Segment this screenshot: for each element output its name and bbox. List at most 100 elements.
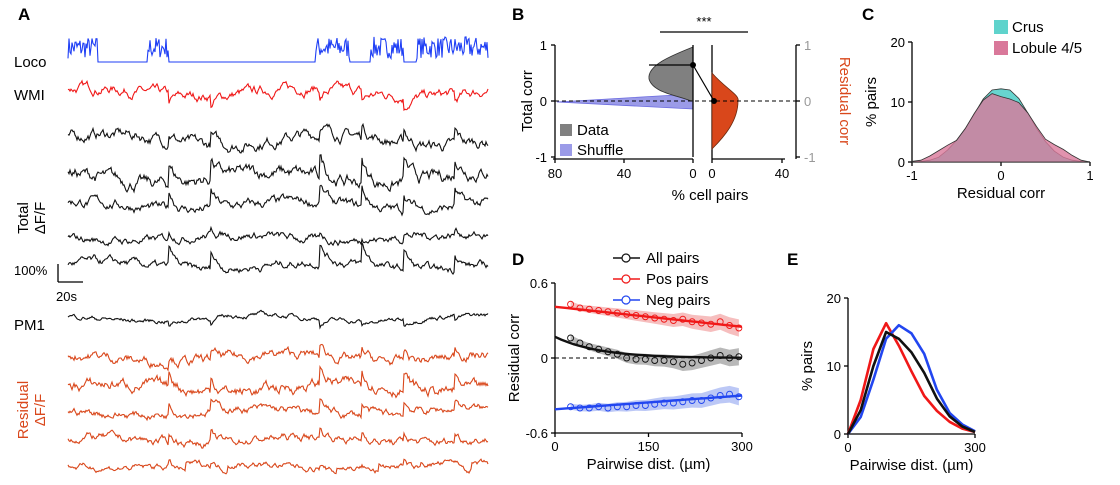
b-legend-data-label: Data	[577, 122, 609, 139]
c-ylabel: % pairs	[863, 77, 880, 127]
b-right-ylabel: Residual corr	[836, 57, 853, 145]
d-point-pos	[641, 313, 649, 321]
d-point-all	[707, 354, 715, 362]
d-point-all	[679, 360, 687, 368]
d-point-all	[669, 358, 677, 366]
e-line-neg	[846, 323, 976, 435]
total-trace-2	[67, 154, 489, 194]
d-point-neg	[698, 397, 705, 404]
total-trace-1	[67, 122, 489, 154]
c-legend-swatch	[994, 41, 1008, 55]
d-legend-marker	[621, 253, 631, 263]
c-xtick-label: 1	[1086, 168, 1093, 183]
scale-y-label: 100%	[14, 263, 48, 278]
d-point-pos	[716, 318, 724, 326]
d-ytick-label: 0.6	[530, 276, 548, 291]
residual-trace-5	[67, 458, 489, 475]
d-point-pos	[623, 310, 631, 318]
d-point-pos	[567, 300, 575, 308]
e-ytick-label: 10	[827, 359, 841, 374]
d-point-pos	[604, 308, 612, 316]
panel-a-traces	[67, 36, 489, 475]
d-point-neg	[735, 393, 743, 401]
wmi-trace	[67, 79, 489, 112]
d-point-all	[688, 359, 696, 367]
d-point-all	[613, 350, 621, 358]
d-point-neg	[595, 403, 603, 411]
e-line-pos	[846, 321, 976, 435]
scale-x-label: 20s	[56, 289, 77, 304]
d-point-neg	[660, 399, 668, 407]
e-xtick-label: 0	[844, 440, 851, 455]
d-xtick-label: 300	[731, 439, 753, 454]
d-band-all	[570, 335, 739, 371]
e-xlabel: Pairwise dist. (µm)	[850, 457, 974, 474]
d-point-neg	[613, 403, 621, 411]
b-legend-shuffle-label: Shuffle	[577, 142, 623, 159]
d-point-neg	[716, 392, 724, 399]
d-point-neg	[604, 404, 612, 412]
d-point-pos	[660, 315, 668, 323]
d-point-all	[651, 357, 659, 364]
d-point-all	[698, 357, 705, 364]
d-ylabel: Residual corr	[506, 314, 523, 402]
d-point-neg	[585, 404, 593, 412]
residual-trace-3	[67, 398, 489, 422]
d-point-neg	[707, 394, 715, 402]
total-trace-5	[67, 242, 489, 275]
d-point-neg	[632, 402, 640, 409]
c-legend-label: Crus	[1012, 19, 1044, 36]
d-point-neg	[651, 400, 659, 408]
d-point-all	[660, 357, 668, 364]
d-point-all	[576, 339, 584, 347]
b-left-ylabel: Total corr	[519, 70, 536, 132]
pm1-label: PM1	[14, 317, 45, 334]
wmi-label: WMI	[14, 87, 45, 104]
d-point-all	[641, 355, 649, 363]
b-data-violin	[648, 46, 694, 102]
residual-dff-label-line1: ResidualΔF/F	[15, 381, 49, 439]
b-legend-data-swatch	[560, 124, 572, 136]
d-point-pos	[595, 307, 603, 314]
b-significance-stars: ***	[696, 14, 711, 29]
c-legend-label: Lobule 4/5	[1012, 40, 1082, 57]
b-left-ytick-label: -1	[535, 150, 547, 165]
d-point-neg	[623, 403, 631, 411]
c-ytick-label: 20	[891, 35, 905, 50]
total-trace-4	[67, 225, 489, 247]
c-legend-swatch	[994, 20, 1008, 34]
residual-trace-1	[67, 343, 489, 372]
total-dff-label-line1: TotalΔF/F	[15, 202, 49, 235]
d-legend-marker	[621, 274, 631, 284]
c-xtick-label: -1	[906, 168, 918, 183]
d-xlabel: Pairwise dist. (µm)	[587, 456, 711, 473]
b-right-xtick-label: 40	[775, 166, 789, 181]
d-point-neg	[641, 402, 649, 409]
pm1-trace	[67, 309, 489, 330]
e-xtick-label: 300	[964, 440, 986, 455]
b-right-ytick-label: -1	[804, 150, 816, 165]
d-point-all	[726, 354, 733, 362]
b-right-ytick-label: 1	[804, 38, 811, 53]
total-trace-3	[67, 184, 489, 217]
d-point-pos	[735, 324, 743, 332]
d-point-all	[567, 334, 575, 342]
panel-letter-b: B	[512, 5, 524, 24]
c-area-lobule	[911, 93, 1091, 163]
d-point-all	[735, 353, 743, 361]
d-legend-label: Neg pairs	[646, 292, 710, 309]
d-point-pos	[576, 304, 584, 312]
d-ytick-label: 0	[541, 351, 548, 366]
d-point-pos	[651, 314, 659, 322]
d-legend-marker	[621, 295, 631, 305]
e-ytick-label: 0	[834, 427, 841, 442]
e-line-all	[846, 330, 976, 435]
panel-letter-d: D	[512, 250, 524, 269]
c-ytick-label: 10	[891, 95, 905, 110]
d-point-neg	[576, 404, 584, 412]
d-point-neg	[688, 397, 696, 404]
d-point-pos	[632, 312, 640, 319]
